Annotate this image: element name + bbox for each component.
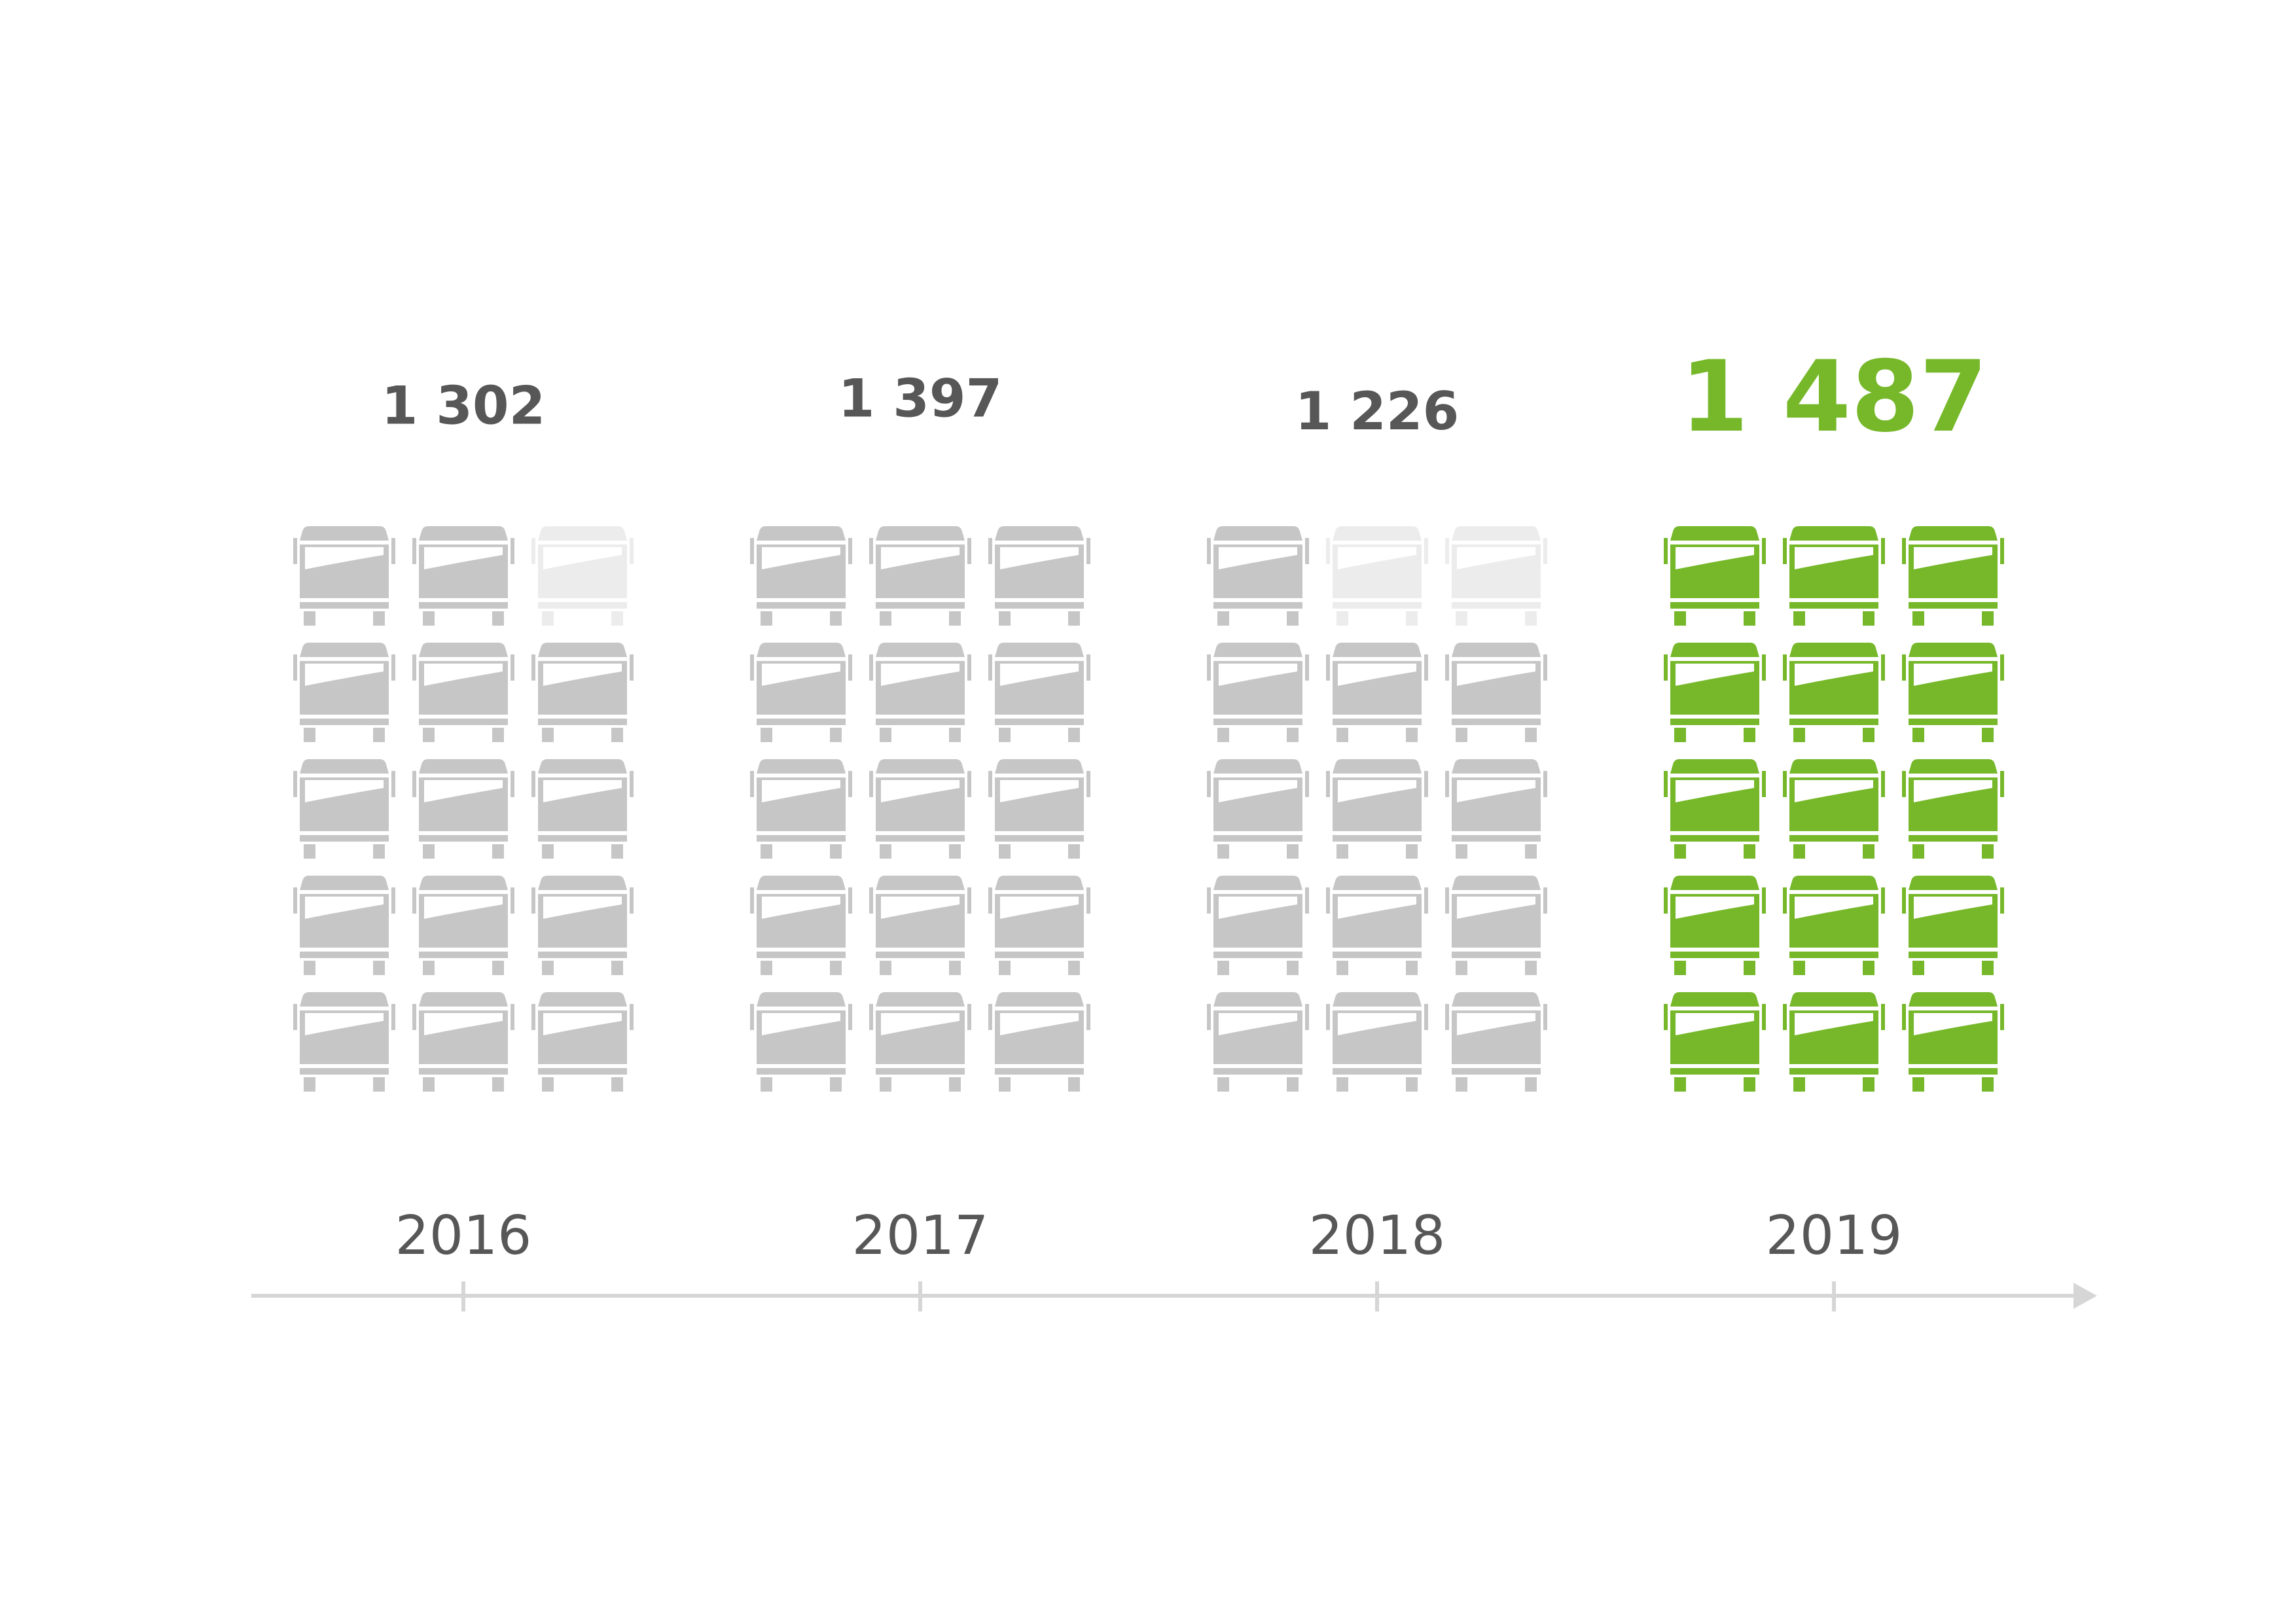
bus-icon xyxy=(1445,876,1547,975)
bus-icon xyxy=(1207,759,1309,859)
bus-icon xyxy=(293,876,395,975)
bus-icon xyxy=(1326,526,1428,626)
bus-icon xyxy=(412,992,514,1092)
bus-icon xyxy=(1445,992,1547,1092)
bus-icon xyxy=(1207,876,1309,975)
bus-icon xyxy=(869,992,971,1092)
bus-icon xyxy=(988,876,1090,975)
bus-icon xyxy=(869,526,971,626)
year-group-2018: 1 226 2018 xyxy=(1207,381,1547,1267)
bus-icon xyxy=(750,992,852,1092)
year-group-2017: 1 397 2017 xyxy=(750,368,1090,1267)
bus-icon xyxy=(1783,876,1885,975)
bus-icon xyxy=(1902,759,2004,859)
value-label-2018: 1 226 xyxy=(1295,381,1460,442)
bus-icon xyxy=(1902,643,2004,742)
bus-icon xyxy=(1902,526,2004,626)
value-label-2016: 1 302 xyxy=(382,375,546,436)
bus-icon xyxy=(988,759,1090,859)
bus-icon xyxy=(988,643,1090,742)
timeline-arrow-icon xyxy=(2073,1283,2097,1309)
bus-icon xyxy=(750,526,852,626)
bus-icon xyxy=(1445,643,1547,742)
year-label-2019: 2019 xyxy=(1766,1205,1903,1267)
bus-icon xyxy=(1783,759,1885,859)
bus-icon xyxy=(1664,526,1766,626)
year-label-2018: 2018 xyxy=(1309,1205,1446,1267)
bus-icon xyxy=(531,759,634,859)
bus-icon xyxy=(1326,876,1428,975)
value-label-2019: 1 487 xyxy=(1680,340,1988,454)
bus-icon xyxy=(1207,992,1309,1092)
year-group-2019: 1 487 2019 xyxy=(1664,340,2004,1267)
bus-icon xyxy=(531,992,634,1092)
bus-icon xyxy=(988,992,1090,1092)
bus-icon xyxy=(293,643,395,742)
bus-icon xyxy=(412,643,514,742)
bus-icon xyxy=(531,526,634,626)
bus-icon xyxy=(412,526,514,626)
bus-icon xyxy=(1207,643,1309,742)
bus-icon xyxy=(1445,526,1547,626)
bus-icon xyxy=(1783,526,1885,626)
bus-icon xyxy=(1783,992,1885,1092)
bus-icon xyxy=(1207,526,1309,626)
bus-icon xyxy=(531,876,634,975)
bus-icon xyxy=(1664,876,1766,975)
bus-icon xyxy=(1326,992,1428,1092)
bus-icon xyxy=(750,759,852,859)
year-label-2017: 2017 xyxy=(852,1205,989,1267)
bus-icon xyxy=(750,643,852,742)
bus-icon xyxy=(869,759,971,859)
bus-icon xyxy=(293,526,395,626)
bus-icon xyxy=(869,876,971,975)
bus-icon xyxy=(293,759,395,859)
bus-icon xyxy=(1902,992,2004,1092)
bus-icon xyxy=(988,526,1090,626)
bus-icon xyxy=(750,876,852,975)
bus-icon xyxy=(1783,643,1885,742)
timeline-axis xyxy=(251,1281,2097,1311)
bus-icon xyxy=(1902,876,2004,975)
year-group-2016: 1 302 2016 xyxy=(293,375,634,1267)
bus-icon xyxy=(1445,759,1547,859)
bus-icon xyxy=(1664,992,1766,1092)
bus-icon xyxy=(1664,759,1766,859)
bus-icon xyxy=(293,992,395,1092)
bus-icon xyxy=(869,643,971,742)
bus-icon xyxy=(531,643,634,742)
bus-icon xyxy=(412,759,514,859)
bus-icon xyxy=(1326,643,1428,742)
value-label-2017: 1 397 xyxy=(838,368,1003,429)
year-label-2016: 2016 xyxy=(395,1205,532,1267)
year-groups: 1 302 2016 1 397 2017 1 226 2018 1 487 2019 xyxy=(293,340,2004,1267)
bus-icon xyxy=(412,876,514,975)
bus-icon xyxy=(1326,759,1428,859)
bus-icon xyxy=(1664,643,1766,742)
